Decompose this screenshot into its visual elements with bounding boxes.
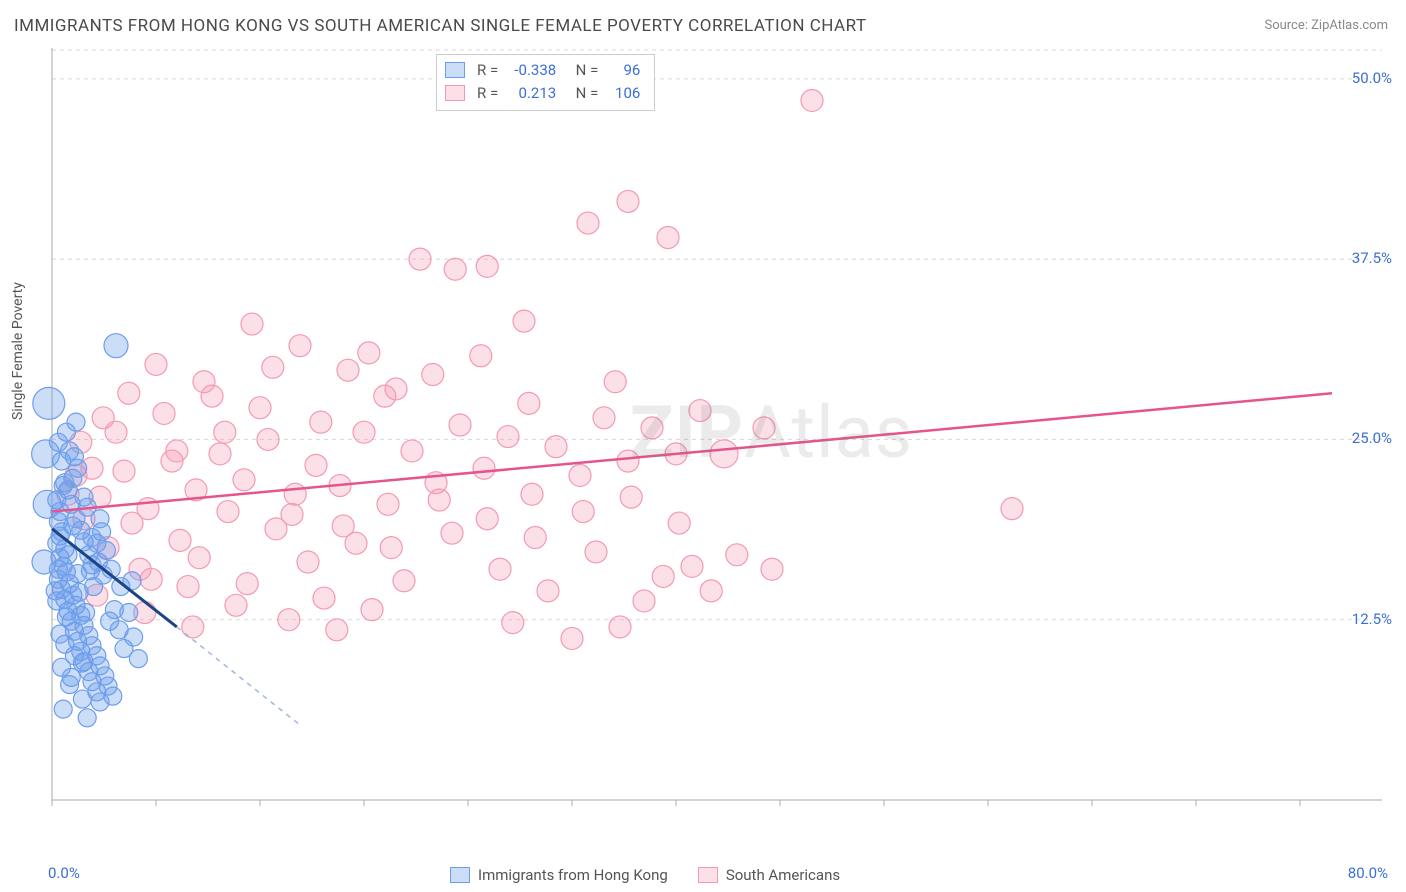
stat-n-value-2: 106 <box>606 82 640 105</box>
x-tick-start: 0.0% <box>48 864 80 882</box>
legend-label-2: South Americans <box>726 866 840 884</box>
y-tick: 25.0% <box>1352 429 1392 447</box>
y-tick: 37.5% <box>1352 249 1392 267</box>
swatch-series1 <box>445 62 465 78</box>
stat-n-label: N = <box>568 82 598 105</box>
stats-row-series1: R = -0.338 N = 96 <box>445 59 640 82</box>
swatch-series1 <box>450 867 470 883</box>
stat-r-value-1: -0.338 <box>506 59 556 82</box>
swatch-series2 <box>698 867 718 883</box>
stat-n-value-1: 96 <box>606 59 640 82</box>
legend-item-1: Immigrants from Hong Kong <box>450 866 668 884</box>
y-tick: 50.0% <box>1352 69 1392 87</box>
stat-n-label: N = <box>568 59 598 82</box>
stat-r-value-2: 0.213 <box>506 82 556 105</box>
stat-r-label: R = <box>477 59 498 82</box>
correlation-stats-box: R = -0.338 N = 96 R = 0.213 N = 106 <box>436 54 655 111</box>
stat-r-label: R = <box>477 82 498 105</box>
bottom-legend: Immigrants from Hong Kong South American… <box>450 866 840 884</box>
stats-row-series2: R = 0.213 N = 106 <box>445 82 640 105</box>
swatch-series2 <box>445 85 465 101</box>
y-tick: 12.5% <box>1352 610 1392 628</box>
legend-item-2: South Americans <box>698 866 840 884</box>
x-tick-end: 80.0% <box>1348 864 1388 882</box>
watermark: ZIPAtlas <box>630 390 913 475</box>
legend-label-1: Immigrants from Hong Kong <box>478 866 668 884</box>
